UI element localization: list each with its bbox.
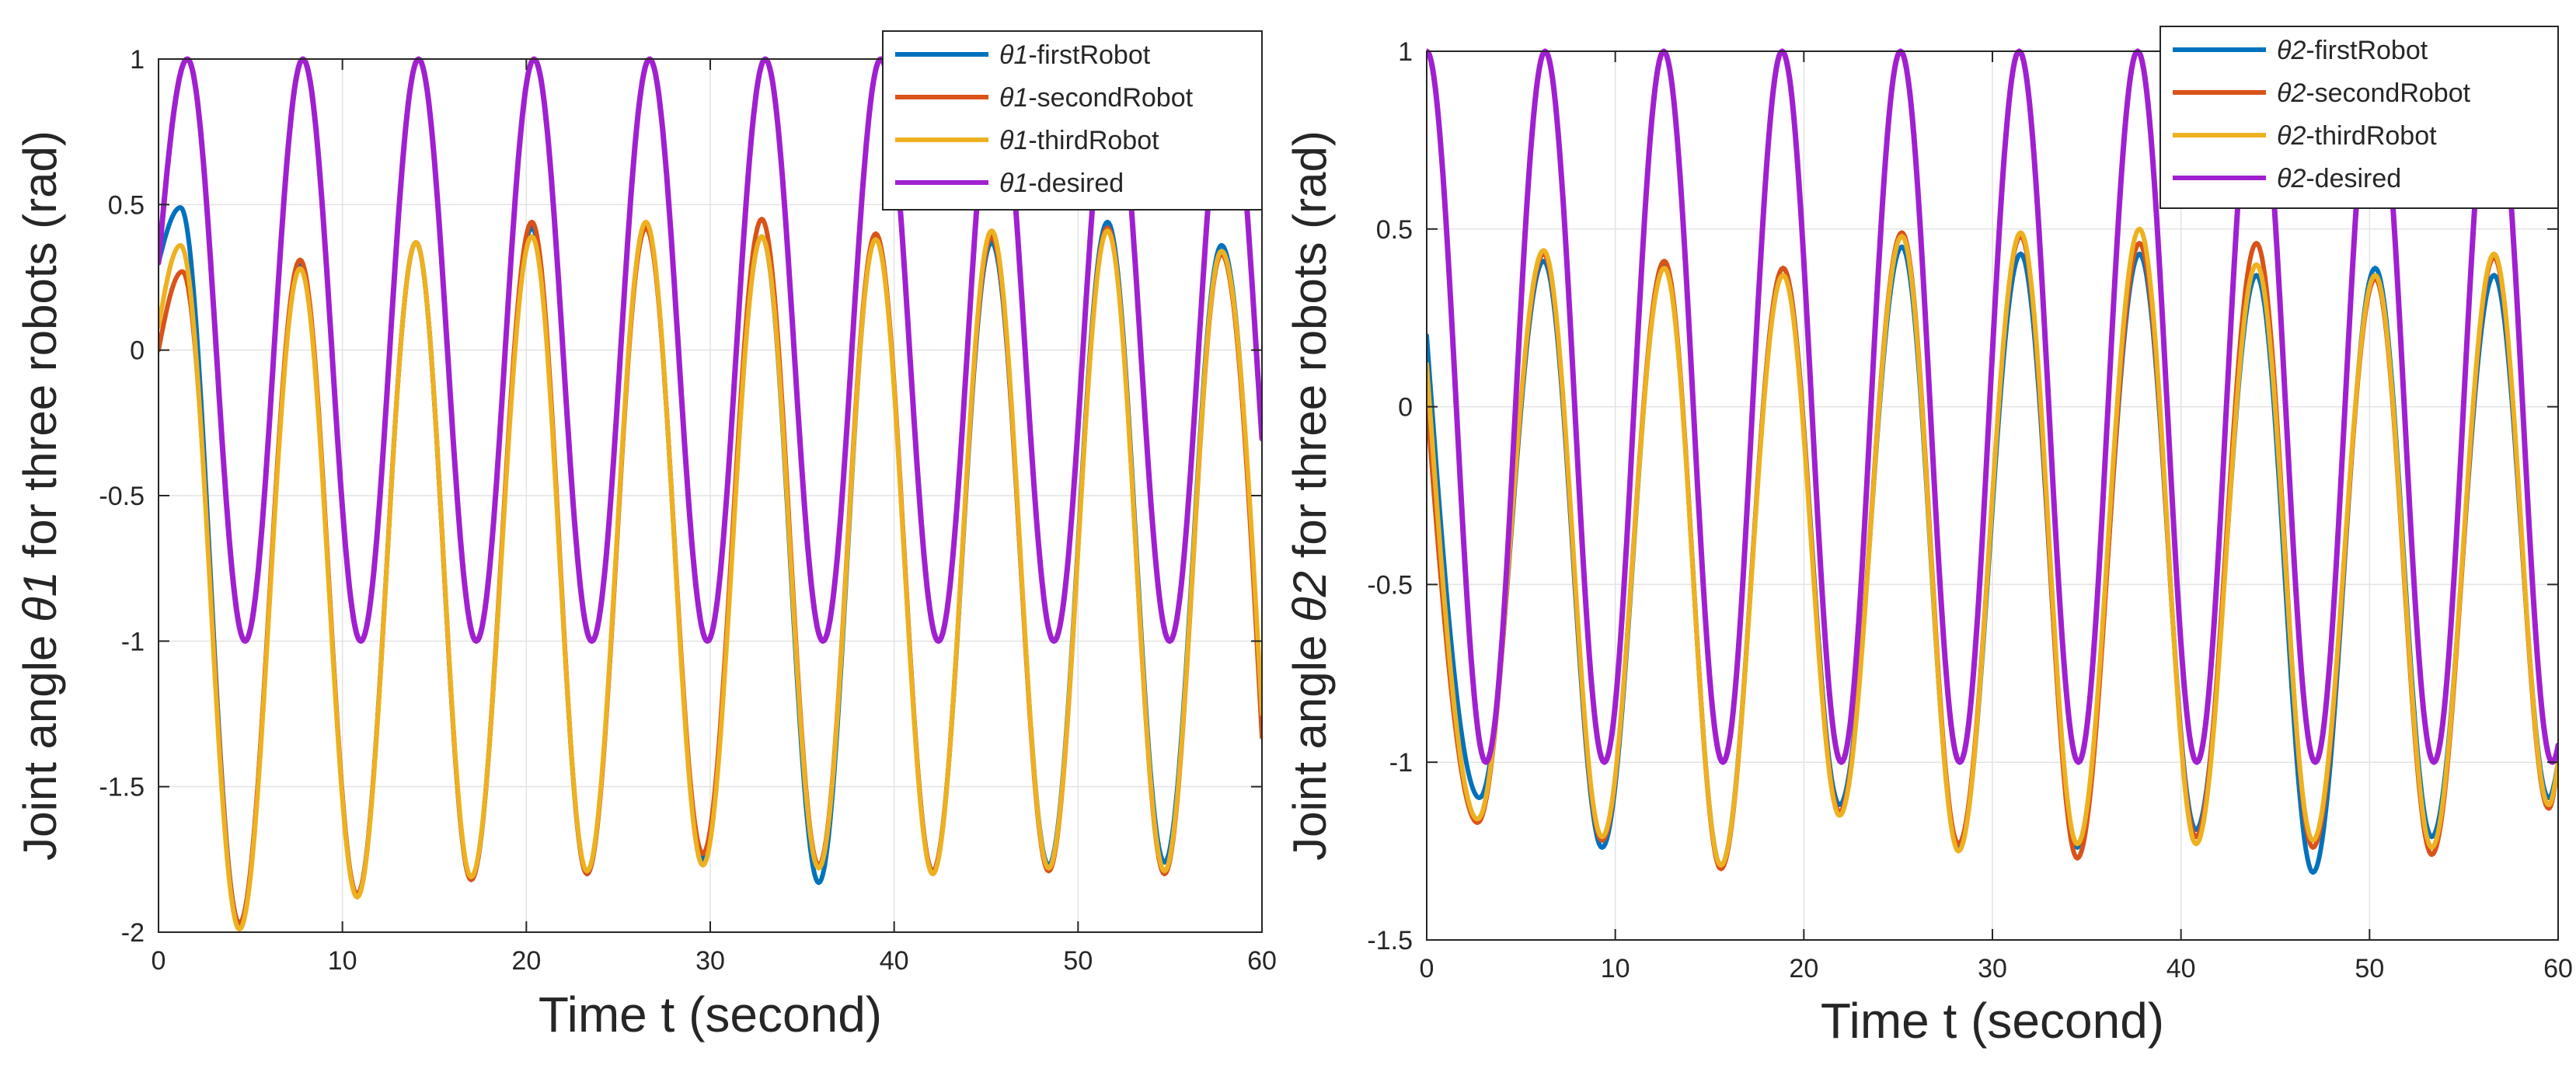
y-tick-label: 0.5 <box>108 190 145 220</box>
x-tick-label: 20 <box>511 946 541 976</box>
y-tick-label: -0.5 <box>1367 570 1413 600</box>
legend-entry-symbol: θ2 <box>2277 78 2306 108</box>
y-axis-label-symbol: θ1 <box>14 571 66 622</box>
y-tick-label: 0.5 <box>1376 215 1413 245</box>
legend-entry: θ2-thirdRobot <box>2277 121 2437 151</box>
legend-entry-symbol: θ1 <box>999 169 1028 198</box>
legend-entry-text: -desired <box>1028 169 1124 198</box>
x-tick-label: 10 <box>328 946 357 976</box>
x-tick-label: 60 <box>2543 954 2573 983</box>
legend-entry: θ2-secondRobot <box>2277 78 2471 108</box>
legend-entry: θ1-thirdRobot <box>999 126 1159 155</box>
y-axis-label-prefix: Joint angle <box>14 622 66 861</box>
x-tick-label: 10 <box>1601 954 1630 983</box>
chart-theta2: 0 10 20 30 40 50 60 -1.5 -1 -0.5 0 0.5 1 Time t (seco… <box>1284 26 2573 1049</box>
legend-entry-symbol: θ1 <box>999 40 1028 70</box>
series-line--2-thirdrobot <box>1427 226 2558 868</box>
legend-entry-symbol: θ1 <box>999 126 1028 155</box>
y-tick-label: 1 <box>130 45 145 75</box>
legend-entry-text: -thirdRobot <box>2306 121 2437 151</box>
legend-entry-symbol: θ2 <box>2277 164 2306 193</box>
chart-theta1: 0 10 20 30 40 50 60 -2 -1.5 -1 -0.5 0 0.5 1 Time t (se… <box>14 30 1277 1042</box>
legend-box <box>882 30 1263 211</box>
legend-entry-text: -desired <box>2306 164 2401 193</box>
legend-entry: θ2-desired <box>2277 164 2401 193</box>
x-axis-label: Time t (second) <box>539 987 882 1042</box>
legend-entry: θ1-desired <box>999 169 1124 198</box>
legend-entry-text: -firstRobot <box>2306 36 2428 65</box>
legend-entry: θ1-secondRobot <box>999 83 1194 113</box>
x-tick-label: 50 <box>2355 954 2384 983</box>
y-tick-label: 0 <box>130 336 145 366</box>
x-tick-label: 40 <box>880 946 909 976</box>
x-tick-label: 0 <box>1420 954 1434 983</box>
legend-entry: θ1-firstRobot <box>999 40 1151 70</box>
y-tick-label: -0.5 <box>99 482 145 511</box>
legend: θ1-firstRobotθ1-secondRobotθ1-thirdRobot… <box>882 30 1263 211</box>
y-tick-label: 1 <box>1398 37 1413 67</box>
x-axis-label: Time t (second) <box>1821 993 2164 1049</box>
y-axis-label-prefix: Joint angle <box>1284 622 1336 861</box>
y-axis-label: Joint angle θ2 for three robots (rad) <box>1284 131 1336 861</box>
legend-entry-text: -thirdRobot <box>1028 126 1159 155</box>
legend-entry-text: -secondRobot <box>1028 83 1193 113</box>
x-tick-label: 60 <box>1247 946 1277 976</box>
legend-entry-symbol: θ2 <box>2277 121 2306 151</box>
y-axis-label-suffix: for three robots (rad) <box>14 131 66 571</box>
x-tick-label: 20 <box>1789 954 1818 983</box>
y-tick-label: -1 <box>1389 748 1413 778</box>
legend-entry-symbol: θ2 <box>2277 36 2306 65</box>
x-tick-label: 0 <box>152 946 166 976</box>
series-line--1-thirdrobot <box>159 219 1262 932</box>
x-tick-label: 40 <box>2166 954 2196 983</box>
y-tick-label: -2 <box>121 918 145 948</box>
legend: θ2-firstRobotθ2-secondRobotθ2-thirdRobot… <box>2159 26 2559 209</box>
y-axis-label-symbol: θ2 <box>1284 571 1336 622</box>
y-tick-label: -1.5 <box>1367 926 1413 955</box>
x-tick-label: 30 <box>1978 954 2007 983</box>
legend-entry-symbol: θ1 <box>999 83 1028 113</box>
x-tick-label: 50 <box>1063 946 1093 976</box>
y-axis-label-suffix: for three robots (rad) <box>1284 131 1336 571</box>
y-tick-label: -1.5 <box>99 773 145 802</box>
legend-entry-text: -firstRobot <box>1028 40 1150 70</box>
y-tick-label: 0 <box>1398 393 1413 423</box>
legend-entry: θ2-firstRobot <box>2277 36 2428 65</box>
y-tick-label: -1 <box>121 627 145 656</box>
legend-entry-text: -secondRobot <box>2306 78 2470 108</box>
y-axis-label: Joint angle θ1 for three robots (rad) <box>14 131 66 861</box>
x-tick-label: 30 <box>695 946 725 976</box>
